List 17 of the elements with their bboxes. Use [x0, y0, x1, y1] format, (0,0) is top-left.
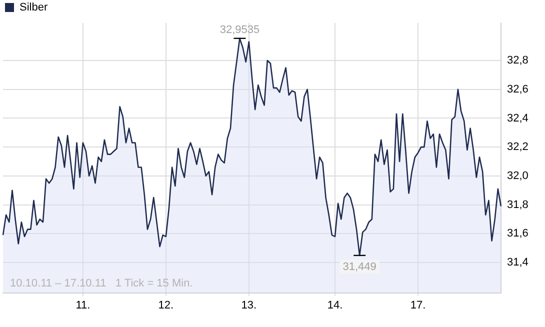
x-tick-label: 17. [410, 299, 426, 312]
x-tick-label: 11. [76, 299, 90, 312]
y-tick-label: 32,2 [507, 141, 528, 154]
y-tick-label: 31,4 [507, 256, 528, 269]
y-tick-label: 32,4 [507, 112, 528, 124]
y-tick-label: 32,6 [507, 83, 528, 96]
x-tick-label: 12. [158, 299, 174, 312]
annotation: 31,449 [342, 260, 376, 273]
legend-label: Silber [20, 2, 48, 14]
annotation: 10.10.11 – 17.10.11 1 Tick = 15 Min. [10, 277, 193, 290]
y-tick-label: 31,8 [507, 198, 528, 211]
annotation: 32,9535 [220, 24, 260, 36]
x-tick-label: 14. [327, 299, 343, 312]
x-tick-label: 13. [241, 299, 257, 312]
y-tick-label: 32,8 [507, 54, 528, 67]
y-tick-label: 32,0 [507, 170, 528, 182]
y-tick-label: 31,6 [507, 228, 528, 240]
